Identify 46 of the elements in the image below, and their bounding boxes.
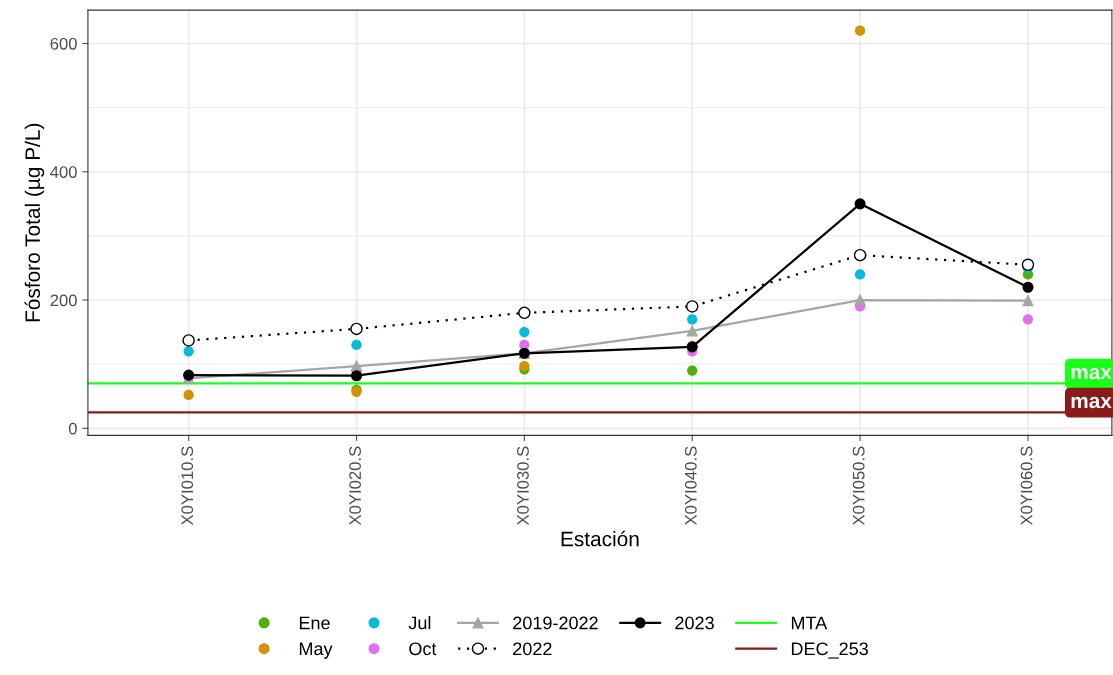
point bbox=[687, 365, 698, 376]
point bbox=[854, 269, 866, 280]
y-tick-label: 600 bbox=[50, 37, 77, 50]
legend-label: 2019-2022 bbox=[513, 616, 598, 630]
point bbox=[183, 389, 194, 401]
point bbox=[1022, 281, 1034, 293]
point bbox=[519, 326, 530, 338]
x-tick-label: X0YI050.S bbox=[852, 446, 865, 526]
legend-label: DEC_253 bbox=[791, 642, 868, 659]
legend-label: May bbox=[299, 642, 333, 659]
annotation: max bbox=[1071, 367, 1112, 380]
point bbox=[351, 339, 362, 351]
y-tick-label: 0 bbox=[68, 422, 77, 435]
y-axis-title: Fósforo Total (µg P/L) bbox=[24, 123, 45, 322]
point bbox=[685, 300, 699, 313]
point bbox=[1021, 258, 1035, 272]
legend-label: MTA bbox=[791, 616, 828, 630]
legend-label: Jul bbox=[408, 616, 431, 630]
annotation: max bbox=[1071, 396, 1112, 409]
x-tick-label: X0YI010.S bbox=[181, 446, 194, 526]
point bbox=[519, 360, 530, 372]
y-tick-label: 400 bbox=[50, 166, 77, 178]
point bbox=[1022, 295, 1034, 307]
y-tick-label: 200 bbox=[50, 294, 77, 307]
point bbox=[183, 346, 194, 357]
x-axis-title: Estación bbox=[561, 530, 639, 547]
legend-label: 2022 bbox=[513, 642, 552, 656]
point bbox=[854, 198, 866, 210]
point bbox=[854, 25, 866, 36]
legend-label: Ene bbox=[299, 616, 330, 630]
legend-label: Oct bbox=[409, 642, 437, 656]
point bbox=[518, 306, 531, 320]
x-tick-label: X0YI030.S bbox=[517, 446, 529, 526]
point bbox=[687, 314, 698, 325]
point bbox=[350, 370, 363, 382]
point bbox=[350, 360, 363, 372]
point bbox=[854, 294, 866, 306]
x-tick-label: X0YI060.S bbox=[1020, 446, 1033, 526]
point bbox=[182, 334, 195, 347]
point bbox=[1022, 314, 1034, 325]
legend-label: 2023 bbox=[675, 616, 714, 630]
x-tick-label: X0YI040.S bbox=[684, 446, 697, 526]
point bbox=[686, 325, 698, 337]
point bbox=[853, 248, 867, 262]
point bbox=[350, 322, 363, 336]
x-tick-label: X0YI020.S bbox=[349, 446, 361, 526]
